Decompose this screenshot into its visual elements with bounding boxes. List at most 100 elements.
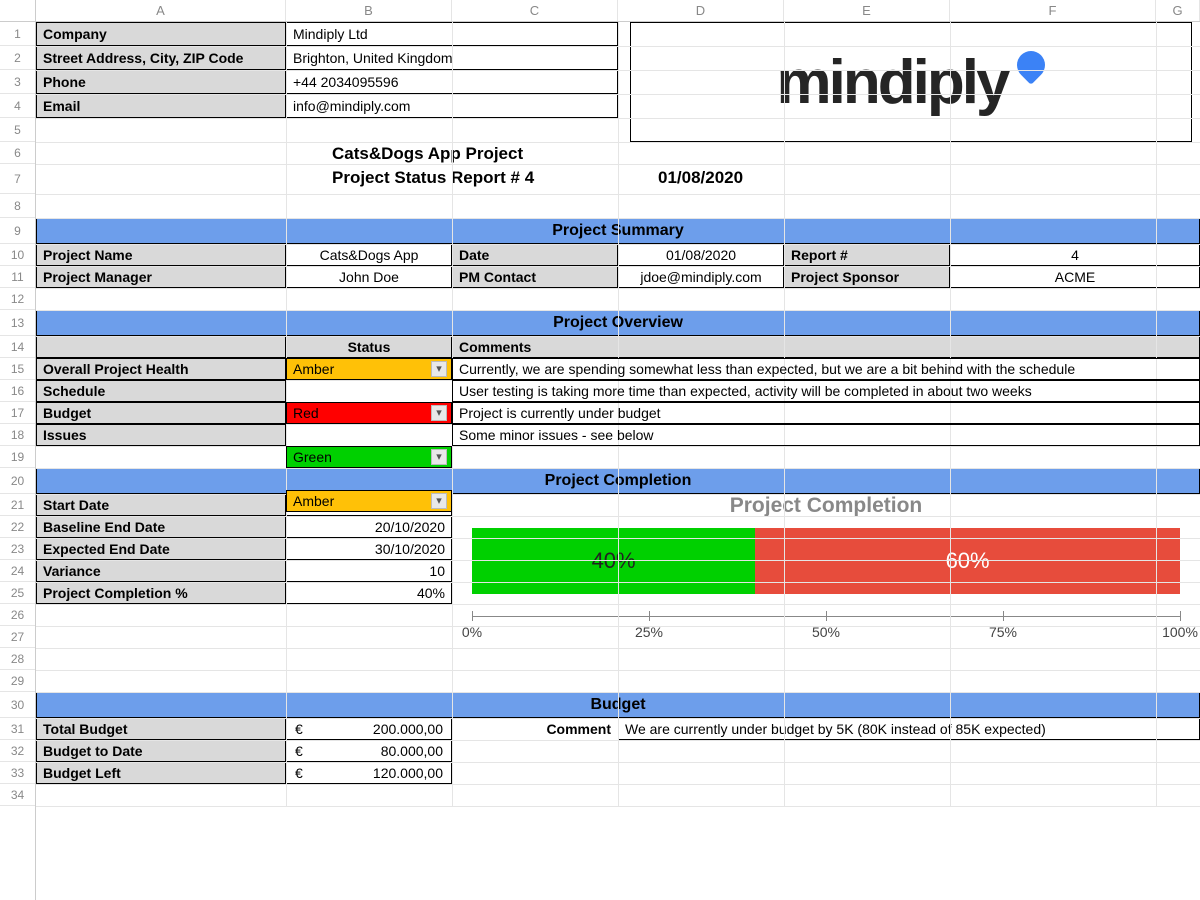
grid-area[interactable]: Company Mindiply Ltd Street Address, Cit… — [36, 22, 1200, 900]
row-header[interactable]: 22 — [0, 516, 35, 538]
overview-status-dropdown[interactable]: Amber — [286, 490, 452, 512]
overview-status-dropdown[interactable]: Green — [286, 446, 452, 468]
label-email: Email — [36, 94, 286, 118]
row-header[interactable]: 14 — [0, 336, 35, 358]
row-header[interactable]: 16 — [0, 380, 35, 402]
row-header[interactable]: 24 — [0, 560, 35, 582]
logo-dot-icon — [1012, 45, 1052, 85]
row-header[interactable]: 10 — [0, 244, 35, 266]
value-total-budget[interactable]: €200.000,00 — [286, 718, 452, 740]
label-manager: Project Manager — [36, 266, 286, 288]
overview-comment[interactable]: Currently, we are spending somewhat less… — [452, 358, 1200, 380]
column-header[interactable]: G — [1156, 0, 1200, 21]
column-header[interactable]: D — [618, 0, 784, 21]
value-baseline[interactable]: 20/10/2020 — [286, 516, 452, 538]
column-headers: ABCDEFG — [0, 0, 1200, 22]
value-sponsor[interactable]: ACME — [950, 266, 1200, 288]
chart-title: Project Completion — [472, 494, 1180, 518]
label-phone: Phone — [36, 70, 286, 94]
logo-text: mindiply — [777, 47, 1008, 118]
row-header[interactable]: 28 — [0, 648, 35, 670]
value-budget-comment[interactable]: We are currently under budget by 5K (80K… — [618, 718, 1200, 740]
row-header[interactable]: 9 — [0, 218, 35, 244]
overview-label: Issues — [36, 424, 286, 446]
label-contact: PM Contact — [452, 266, 618, 288]
row-header[interactable]: 23 — [0, 538, 35, 560]
label-variance: Variance — [36, 560, 286, 582]
overview-comment[interactable]: Project is currently under budget — [452, 402, 1200, 424]
row-header[interactable]: 4 — [0, 94, 35, 118]
overview-comment[interactable]: User testing is taking more time than ex… — [452, 380, 1200, 402]
value-expected[interactable]: 30/10/2020 — [286, 538, 452, 560]
label-total-budget: Total Budget — [36, 718, 286, 740]
row-header[interactable]: 8 — [0, 194, 35, 218]
row-header[interactable]: 26 — [0, 604, 35, 626]
row-header[interactable]: 12 — [0, 288, 35, 310]
overview-status-dropdown[interactable]: Amber — [286, 358, 452, 380]
row-header[interactable]: 34 — [0, 784, 35, 806]
overview-status-dropdown[interactable]: Red — [286, 402, 452, 424]
column-header[interactable]: A — [36, 0, 286, 21]
row-header[interactable]: 27 — [0, 626, 35, 648]
row-header[interactable]: 1 — [0, 22, 35, 46]
chart-axis: 0%25%50%75%100% — [472, 616, 1180, 646]
column-header[interactable]: C — [452, 0, 618, 21]
row-headers: 1234567891011121314151617181920212223242… — [0, 22, 36, 900]
row-header[interactable]: 3 — [0, 70, 35, 94]
value-report-num[interactable]: 4 — [950, 244, 1200, 266]
value-completion-pct[interactable]: 40% — [286, 582, 452, 604]
row-header[interactable]: 11 — [0, 266, 35, 288]
row-header[interactable]: 15 — [0, 358, 35, 380]
label-date: Date — [452, 244, 618, 266]
value-project-name[interactable]: Cats&Dogs App — [286, 244, 452, 266]
row-header[interactable]: 21 — [0, 494, 35, 516]
header-comments: Comments — [452, 336, 1200, 358]
label-report-num: Report # — [784, 244, 950, 266]
label-address: Street Address, City, ZIP Code — [36, 46, 286, 70]
label-sponsor: Project Sponsor — [784, 266, 950, 288]
header-status: Status — [286, 336, 452, 358]
label-budget-comment: Comment — [452, 718, 618, 740]
value-contact[interactable]: jdoe@mindiply.com — [618, 266, 784, 288]
label-completion-pct: Project Completion % — [36, 582, 286, 604]
value-manager[interactable]: John Doe — [286, 266, 452, 288]
label-budget-left: Budget Left — [36, 762, 286, 784]
row-header[interactable]: 18 — [0, 424, 35, 446]
corner-cell[interactable] — [0, 0, 36, 21]
label-baseline: Baseline End Date — [36, 516, 286, 538]
row-header[interactable]: 20 — [0, 468, 35, 494]
value-date[interactable]: 01/08/2020 — [618, 244, 784, 266]
overview-label: Schedule — [36, 380, 286, 402]
row-header[interactable]: 5 — [0, 118, 35, 142]
row-header[interactable]: 31 — [0, 718, 35, 740]
label-budget-todate: Budget to Date — [36, 740, 286, 762]
row-header[interactable]: 7 — [0, 164, 35, 194]
label-expected: Expected End Date — [36, 538, 286, 560]
row-header[interactable]: 25 — [0, 582, 35, 604]
row-header[interactable]: 17 — [0, 402, 35, 424]
value-budget-todate[interactable]: €80.000,00 — [286, 740, 452, 762]
label-start-date: Start Date — [36, 494, 286, 516]
column-header[interactable]: B — [286, 0, 452, 21]
column-header[interactable]: F — [950, 0, 1156, 21]
row-header[interactable]: 2 — [0, 46, 35, 70]
overview-comment[interactable]: Some minor issues - see below — [452, 424, 1200, 446]
overview-label: Budget — [36, 402, 286, 424]
row-header[interactable]: 6 — [0, 142, 35, 164]
label-company: Company — [36, 22, 286, 46]
row-header[interactable]: 13 — [0, 310, 35, 336]
row-header[interactable]: 33 — [0, 762, 35, 784]
value-variance[interactable]: 10 — [286, 560, 452, 582]
overview-blank — [36, 336, 286, 358]
row-header[interactable]: 30 — [0, 692, 35, 718]
project-title: Cats&Dogs App Project — [332, 144, 664, 166]
overview-label: Overall Project Health — [36, 358, 286, 380]
label-project-name: Project Name — [36, 244, 286, 266]
value-budget-left[interactable]: €120.000,00 — [286, 762, 452, 784]
row-header[interactable]: 19 — [0, 446, 35, 468]
logo: mindiply — [630, 22, 1192, 142]
row-header[interactable]: 32 — [0, 740, 35, 762]
spreadsheet: ABCDEFG 12345678910111213141516171819202… — [0, 0, 1200, 900]
column-header[interactable]: E — [784, 0, 950, 21]
row-header[interactable]: 29 — [0, 670, 35, 692]
